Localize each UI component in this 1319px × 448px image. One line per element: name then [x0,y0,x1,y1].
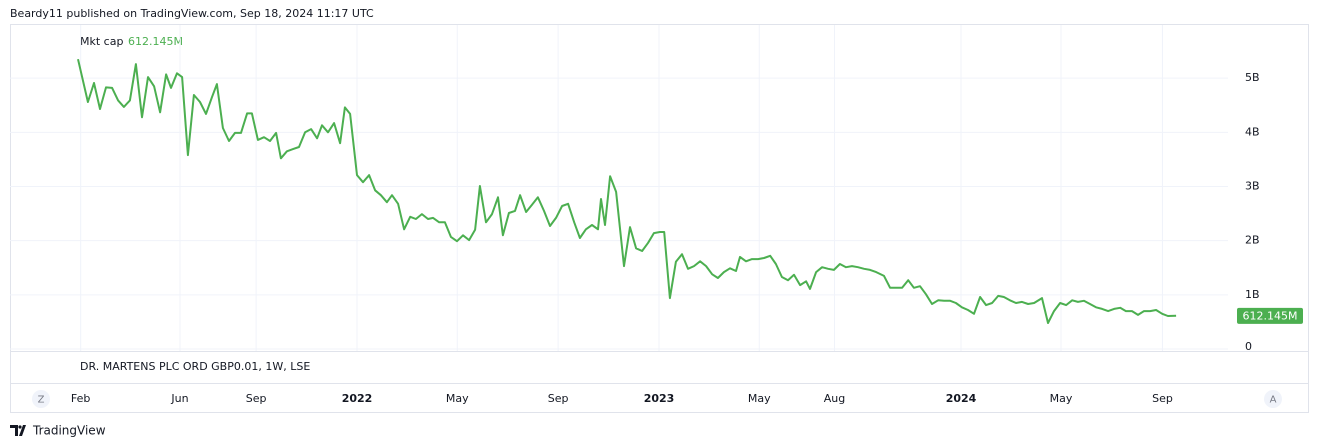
x-tick-label: Feb [71,392,90,405]
x-tick-label: Sep [548,392,569,405]
publish-caption: Beardy11 published on TradingView.com, S… [10,7,374,20]
scale-button[interactable] [1264,390,1282,408]
x-tick-label: 2022 [342,392,373,405]
scale-button-label[interactable]: A [1270,395,1277,406]
x-tick-label: Sep [1152,392,1173,405]
x-tick-label: 2023 [644,392,675,405]
last-value-badge [1237,307,1303,324]
x-tick-label: May [1050,392,1073,405]
y-tick-label: 0 [1245,340,1252,353]
x-tick-label: May [446,392,469,405]
symbol-title: DR. MARTENS PLC ORD GBP0.01, 1W, LSE [80,360,310,373]
tradingview-logo [10,425,26,436]
scale-button-label[interactable]: Z [38,395,45,406]
y-tick-label: 1B [1245,288,1260,301]
y-tick-label: 3B [1245,180,1260,193]
y-tick-label: 5B [1245,71,1260,84]
x-tick-label: Aug [824,392,845,405]
scale-button[interactable] [32,390,50,408]
last-value-label: 612.145M [1243,309,1298,322]
price-line [77,58,1177,324]
legend-value: 612.145M [128,35,183,48]
chart-frame [10,24,1309,413]
x-tick-label: 2024 [946,392,977,405]
x-tick-label: May [748,392,771,405]
y-tick-label: 4B [1245,125,1260,138]
x-tick-label: Sep [246,392,267,405]
legend-name: Mkt cap [80,35,123,48]
x-tick-label: Jun [170,392,188,405]
footer-brand: TradingView [32,424,106,438]
y-tick-label: 2B [1245,234,1260,247]
